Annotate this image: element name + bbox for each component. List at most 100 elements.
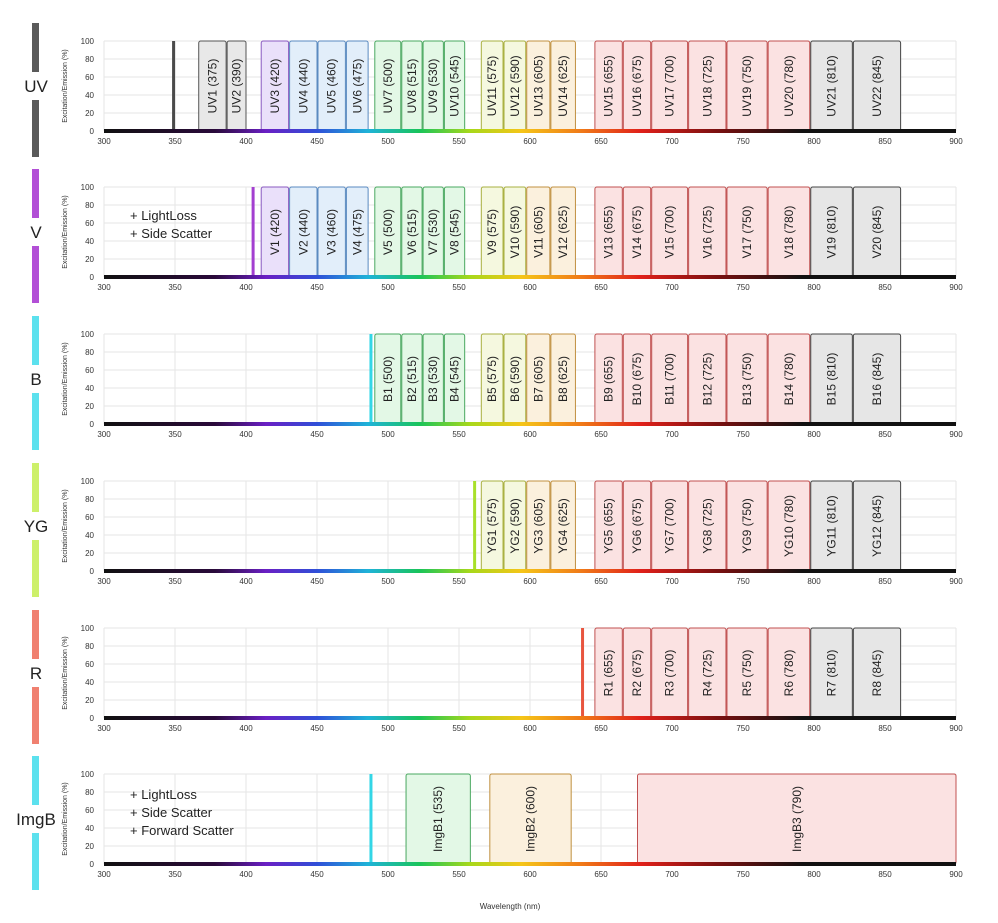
channel-label: YG3 (605) (531, 498, 545, 553)
laser-bar-bottom (32, 246, 39, 303)
channel-label: UV15 (655) (602, 55, 616, 116)
y-tick-label: 20 (85, 255, 94, 264)
x-tick-label: 500 (381, 430, 395, 439)
x-tick-label: 600 (523, 870, 537, 879)
channel-label: R7 (810) (825, 650, 839, 697)
y-tick-label: 0 (90, 420, 95, 429)
channel-label: UV9 (530) (426, 59, 440, 114)
y-tick-label: 100 (81, 624, 95, 633)
x-tick-label: 300 (97, 870, 111, 879)
channel-label: UV1 (375) (205, 59, 219, 114)
x-tick-label: 700 (665, 724, 679, 733)
channel-label: R4 (725) (700, 650, 714, 697)
x-tick-label: 400 (239, 283, 253, 292)
y-axis-label: Excitation/Emission (%) (62, 636, 69, 710)
x-tick-label: 300 (97, 724, 111, 733)
channel-label: UV17 (700) (663, 55, 677, 116)
channel-label: YG6 (675) (630, 498, 644, 553)
panel-note: + LightLoss (130, 787, 197, 802)
y-tick-label: 80 (85, 348, 94, 357)
x-tick-label: 350 (168, 137, 182, 146)
channel-label: V8 (545) (448, 209, 462, 255)
channel-label: V6 (515) (405, 209, 419, 255)
channel-label: V7 (530) (426, 209, 440, 255)
channel-label: R6 (780) (782, 650, 796, 697)
channel-label: R1 (655) (602, 650, 616, 697)
channel-label: B1 (500) (381, 356, 395, 402)
channel-label: V4 (475) (350, 209, 364, 255)
channel-label: ImgB3 (790) (790, 786, 804, 852)
x-tick-label: 850 (878, 870, 892, 879)
channel-label: YG10 (780) (782, 495, 796, 557)
x-tick-label: 650 (594, 430, 608, 439)
channel-label: UV13 (605) (531, 55, 545, 116)
channel-label: ImgB1 (535) (431, 786, 445, 852)
channel-label: B10 (675) (630, 353, 644, 406)
x-tick-label: 350 (168, 430, 182, 439)
x-tick-label: 800 (807, 724, 821, 733)
laser-label: V (30, 223, 42, 242)
laser-bar-top (32, 316, 39, 365)
y-tick-label: 0 (90, 567, 95, 576)
x-tick-label: 900 (949, 577, 963, 586)
channel-label: R8 (845) (870, 650, 884, 697)
y-tick-label: 40 (85, 531, 94, 540)
channel-label: V3 (460) (325, 209, 339, 255)
panel-b: B Excitation/Emission (%) 0 20 40 60 80 100 B1 (… (30, 316, 963, 450)
spectrum-baseline (104, 422, 956, 426)
x-tick-label: 450 (310, 577, 324, 586)
laser-label: ImgB (16, 810, 56, 829)
channel-label: UV12 (590) (508, 55, 522, 116)
panel-note: + Forward Scatter (130, 823, 234, 838)
x-tick-label: 400 (239, 577, 253, 586)
channel-label: UV22 (845) (870, 55, 884, 116)
y-tick-label: 80 (85, 788, 94, 797)
x-tick-label: 300 (97, 283, 111, 292)
channel-label: UV2 (390) (230, 59, 244, 114)
laser-bar-top (32, 610, 39, 659)
channel-label: R2 (675) (630, 650, 644, 697)
x-tick-label: 600 (523, 137, 537, 146)
x-tick-label: 700 (665, 137, 679, 146)
channel-label: B9 (655) (602, 356, 616, 402)
x-tick-label: 800 (807, 577, 821, 586)
y-tick-label: 100 (81, 330, 95, 339)
channel-label: UV18 (725) (700, 55, 714, 116)
y-axis-label: Excitation/Emission (%) (62, 489, 69, 563)
x-tick-label: 400 (239, 870, 253, 879)
panel-uv: UV Excitation/Emission (%) 0 20 40 60 80 100 UV1… (24, 23, 963, 157)
x-tick-label: 900 (949, 430, 963, 439)
channel-label: YG9 (750) (740, 498, 754, 553)
channel-label: V18 (780) (782, 206, 796, 259)
channel-label: V14 (675) (630, 206, 644, 259)
channel-label: V15 (700) (663, 206, 677, 259)
x-tick-label: 600 (523, 724, 537, 733)
x-tick-label: 600 (523, 577, 537, 586)
channel-label: YG8 (725) (700, 498, 714, 553)
channel-label: B11 (700) (663, 353, 677, 405)
x-tick-label: 750 (736, 137, 750, 146)
y-tick-label: 80 (85, 55, 94, 64)
channel-label: R3 (700) (663, 650, 677, 697)
y-tick-label: 80 (85, 201, 94, 210)
channel-label: UV6 (475) (350, 59, 364, 114)
y-tick-label: 20 (85, 842, 94, 851)
x-tick-label: 850 (878, 430, 892, 439)
laser-bar-bottom (32, 393, 39, 450)
channel-label: V9 (575) (485, 209, 499, 255)
channel-label: V12 (625) (556, 206, 570, 259)
x-tick-label: 750 (736, 870, 750, 879)
x-tick-label: 850 (878, 724, 892, 733)
channel-label: V10 (590) (508, 206, 522, 259)
x-tick-label: 650 (594, 283, 608, 292)
y-tick-label: 60 (85, 366, 94, 375)
channel-label: UV3 (420) (268, 59, 282, 114)
y-tick-label: 60 (85, 806, 94, 815)
panel-imgb: ImgB Excitation/Emission (%) 0 20 40 60 80 100 I… (16, 756, 963, 890)
channel-label: B14 (780) (782, 353, 796, 406)
x-tick-label: 650 (594, 137, 608, 146)
x-tick-label: 800 (807, 283, 821, 292)
x-tick-label: 350 (168, 577, 182, 586)
laser-bar-bottom (32, 100, 39, 157)
